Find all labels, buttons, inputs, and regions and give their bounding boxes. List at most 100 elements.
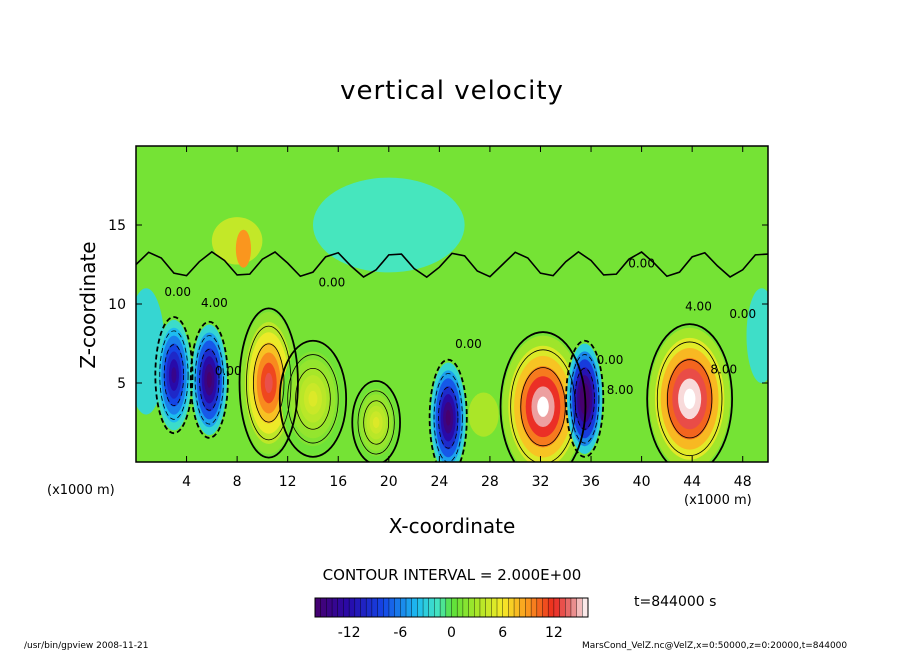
contour-line — [199, 349, 220, 411]
contour-line — [194, 335, 224, 425]
colorbar-segment — [394, 598, 401, 617]
x-tick-label: 32 — [532, 474, 550, 490]
colorbar-segment — [525, 598, 532, 617]
contour-line — [363, 400, 390, 445]
contour-line — [189, 320, 229, 439]
colorbar-segment — [542, 598, 549, 617]
field-feature-positive — [537, 396, 549, 417]
colorbar-segment — [315, 598, 322, 617]
colorbar-segment — [451, 598, 458, 617]
x-axis-label: X-coordinate — [388, 514, 516, 538]
colorbar-segment — [462, 598, 470, 617]
x-tick-label: 24 — [430, 474, 448, 490]
contour-line — [351, 380, 401, 462]
x-unit-right: (x1000 m) — [684, 493, 752, 508]
time-label: t=844000 s — [634, 594, 717, 610]
colorbar-tick-label: -12 — [338, 625, 361, 641]
contour-line — [570, 354, 600, 444]
colorbar-segment — [502, 598, 509, 617]
colorbar-segment — [337, 598, 344, 617]
contour-line — [520, 367, 566, 447]
colorbar-segment — [354, 598, 361, 617]
contour-line — [565, 339, 605, 458]
colorbar-segment — [576, 598, 583, 617]
colorbar-segment — [388, 598, 396, 617]
colorbar-segment — [383, 598, 390, 617]
colorbar-segment — [326, 598, 333, 617]
colorbar-segment — [565, 598, 572, 617]
colorbar-segment — [371, 598, 379, 617]
field-feature-negative — [206, 371, 212, 388]
field-patch — [312, 177, 465, 273]
footer-right: MarsCond_VelZ.nc@VelZ,x=0:50000,z=0:2000… — [582, 641, 848, 651]
contour-label: 0.00 — [628, 257, 655, 271]
colorbar-segment — [468, 598, 475, 617]
colorbar-segment — [479, 598, 487, 617]
contour-label: 0.00 — [729, 307, 756, 321]
colorbar-segment — [445, 598, 452, 617]
contour-interval-label: CONTOUR INTERVAL = 2.000E+00 — [322, 566, 582, 584]
colorbar-segment — [531, 598, 538, 617]
contour-line — [646, 323, 733, 462]
contour-line — [438, 386, 459, 449]
colorbar-tick-label: -6 — [393, 625, 407, 641]
contour-label: 0.00 — [215, 364, 242, 378]
contour-line — [159, 330, 189, 420]
field-feature-positive — [308, 390, 318, 407]
y-tick-label: 10 — [108, 297, 126, 313]
x-tick-label: 40 — [633, 474, 651, 490]
colorbar-segment — [514, 598, 521, 617]
y-axis-label: Z-coordinate — [76, 241, 100, 369]
colorbar-segment — [474, 598, 481, 617]
contour-layer: 0.00 4.00 0.00 8.00 4.00 0.00 0.00 0.00 0.00 0.00… — [136, 250, 768, 462]
x-tick-label: 20 — [380, 474, 398, 490]
field-patch — [235, 229, 252, 268]
colorbar-segment — [508, 598, 515, 617]
colorbar-segment — [440, 598, 447, 617]
colorbar-segment — [406, 598, 413, 617]
colorbar-segment — [491, 598, 498, 617]
colorbar-segment — [428, 598, 435, 617]
colorbar-segment — [320, 598, 327, 617]
colorbar-segment — [377, 598, 384, 617]
field-feature-negative — [445, 409, 451, 426]
y-tick-label: 5 — [117, 376, 126, 392]
contour-label: 0.00 — [319, 276, 346, 290]
field-feature-negative — [171, 367, 177, 383]
chart-title: vertical velocity — [340, 76, 564, 106]
colorbar-segment — [360, 598, 367, 617]
x-tick-label: 4 — [182, 474, 191, 490]
contour-line — [433, 373, 463, 462]
contour-label: 0.00 — [164, 285, 191, 299]
contour-label: 0.00 — [455, 337, 482, 351]
x-tick-label: 28 — [481, 474, 499, 490]
x-tick-label: 12 — [279, 474, 297, 490]
contour-line-zero — [136, 250, 768, 279]
contour-label: 8.00 — [607, 383, 634, 397]
colorbar-segment — [559, 598, 566, 617]
field-layer — [136, 146, 768, 462]
field-feature-positive — [264, 372, 273, 394]
colorbar-segment — [485, 598, 492, 617]
contour-line — [253, 343, 285, 423]
contour-line — [278, 339, 348, 458]
colorbar-tick-label: 12 — [545, 625, 563, 641]
contour-line — [154, 316, 194, 435]
footer-left: /usr/bin/gpview 2008-11-21 — [24, 641, 149, 651]
field-patch — [746, 288, 768, 383]
colorbar-segment — [411, 598, 418, 617]
colorbar-segment — [332, 598, 339, 617]
contour-line — [287, 354, 339, 444]
colorbar-segment — [519, 598, 526, 617]
contour-line — [246, 325, 292, 441]
colorbar-segment — [570, 598, 578, 617]
colorbar-segment — [417, 598, 424, 617]
contour-line — [574, 367, 595, 430]
x-tick-label: 48 — [734, 474, 752, 490]
x-tick-label: 16 — [329, 474, 347, 490]
colorbar-segment — [457, 598, 464, 617]
colorbar-tick-label: 6 — [498, 625, 507, 641]
colorbar-segment — [536, 598, 543, 617]
